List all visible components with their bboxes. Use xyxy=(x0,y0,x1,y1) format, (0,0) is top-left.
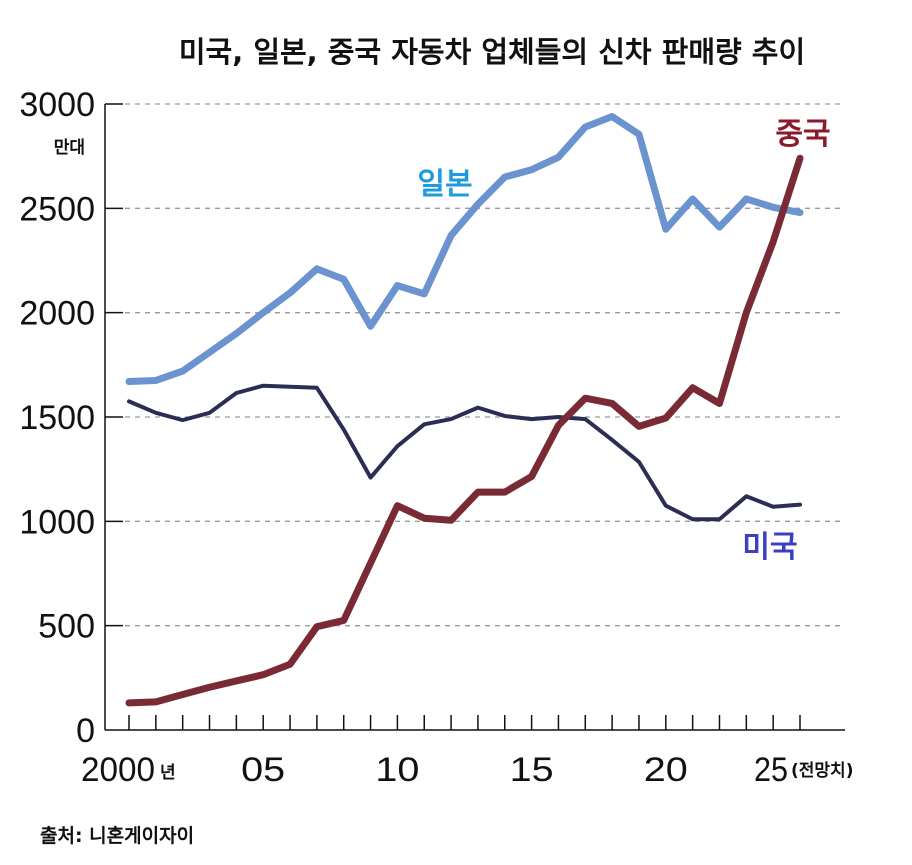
y-unit-label: 만대 xyxy=(54,138,85,158)
x-tick-label: 2000 xyxy=(81,751,155,789)
series-label: 중국 xyxy=(775,117,830,152)
x-unit-label: 년 xyxy=(160,763,176,783)
y-tick-label: 500 xyxy=(38,608,95,646)
x-tick-label: 10 xyxy=(375,751,419,789)
x-tick-label: 05 xyxy=(241,751,285,789)
y-tick-label: 2000 xyxy=(19,295,95,333)
series-line-1 xyxy=(127,383,802,522)
x-tick-label: 25 xyxy=(754,751,788,789)
source-note: 출처: 니혼게이자이 xyxy=(40,824,194,847)
series-label: 미국 xyxy=(742,530,797,565)
series-line-0 xyxy=(125,113,804,386)
y-tick-label: 1500 xyxy=(19,399,95,437)
y-tick-label: 3000 xyxy=(19,86,95,124)
forecast-note: (전망치) xyxy=(791,761,853,781)
chart-title: 미국, 일본, 중국 자동차 업체들의 신차 판매량 추이 xyxy=(179,35,805,69)
x-tick-label: 15 xyxy=(510,751,554,789)
y-tick-label: 2500 xyxy=(19,190,95,228)
series-label: 일본 xyxy=(417,167,472,202)
series-line-2 xyxy=(125,154,804,707)
y-tick-label: 0 xyxy=(76,712,95,750)
x-tick-label: 20 xyxy=(644,751,688,789)
y-tick-label: 1000 xyxy=(19,503,95,541)
